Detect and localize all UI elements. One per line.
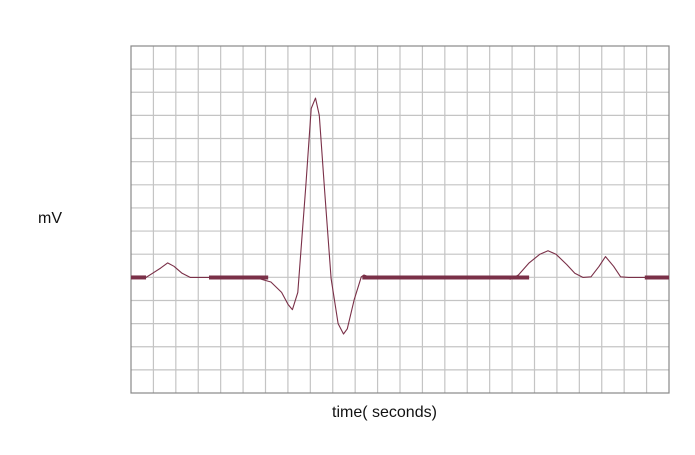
ecg-trace-line <box>131 97 669 335</box>
x-axis-label: time( seconds) <box>332 404 437 421</box>
grid <box>131 46 669 393</box>
y-axis-label: mV <box>38 210 62 227</box>
plot-frame <box>130 45 670 394</box>
